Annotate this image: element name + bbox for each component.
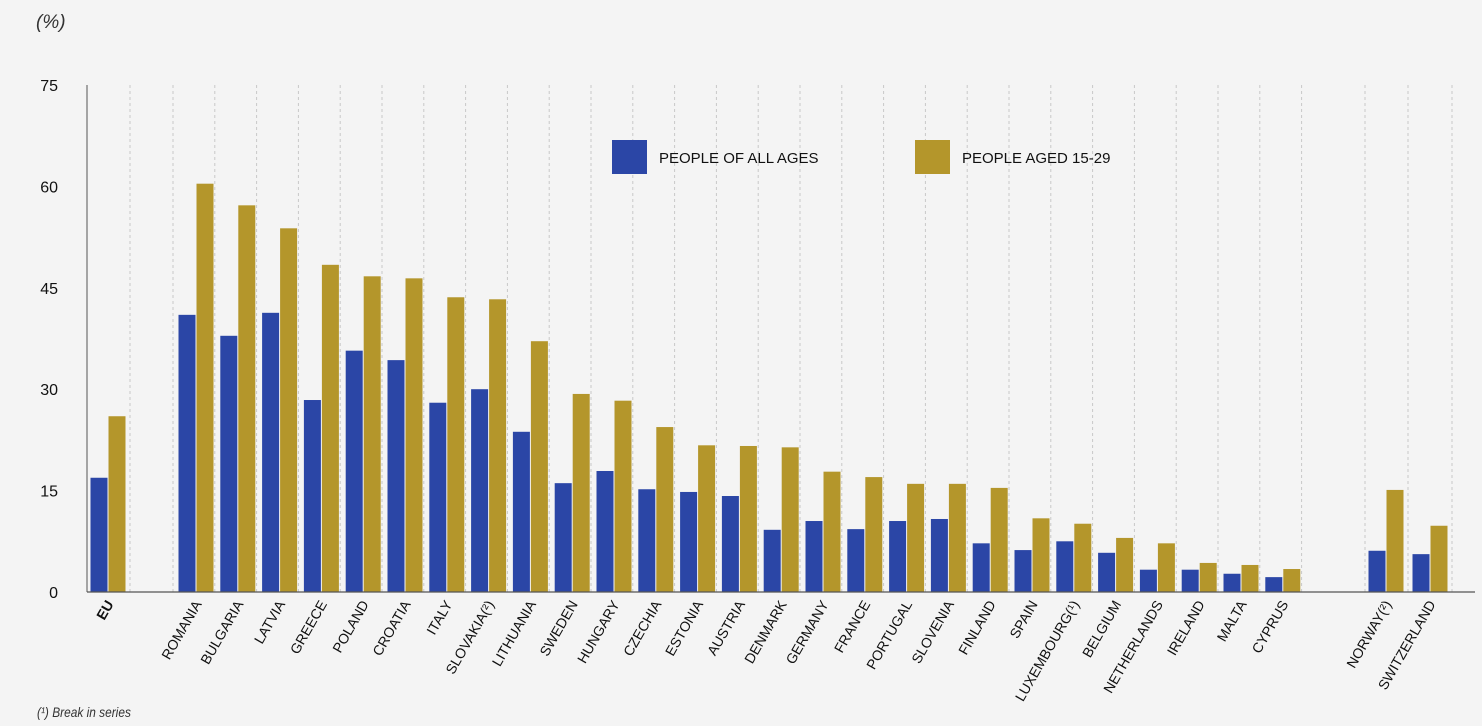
x-tick-label: ESTONIA [662, 597, 707, 659]
bar-aged-15-29 [321, 264, 339, 592]
legend-swatch [915, 140, 950, 174]
bar-aged-15-29 [948, 483, 966, 592]
bar-all-ages [1368, 550, 1386, 592]
bar-all-ages [763, 529, 781, 592]
x-tick-label: CZECHIA [620, 597, 665, 659]
bar-aged-15-29 [1074, 523, 1092, 592]
bar-all-ages [1014, 550, 1032, 592]
x-tick-label: LATVIA [251, 597, 289, 646]
x-tick-label: EU [93, 598, 117, 623]
x-tick-label: SLOVENIA [908, 597, 957, 666]
bar-aged-15-29 [614, 400, 632, 592]
x-tick-label: LITHUANIA [489, 597, 540, 669]
bar-aged-15-29 [1157, 543, 1175, 592]
bar-all-ages [471, 389, 489, 592]
bar-all-ages [1223, 573, 1241, 592]
legend-label: PEOPLE OF ALL AGES [659, 150, 819, 167]
bar-aged-15-29 [489, 299, 507, 592]
x-tick-label: SPAIN [1006, 598, 1040, 641]
y-tick-label: 30 [40, 382, 58, 399]
bar-aged-15-29 [405, 278, 423, 592]
bar-aged-15-29 [1386, 489, 1404, 592]
bar-aged-15-29 [1199, 562, 1217, 592]
bar-all-ages [512, 431, 530, 592]
x-tick-label: FRANCE [831, 598, 874, 656]
bar-all-ages [680, 491, 698, 592]
bar-all-ages [847, 529, 865, 592]
y-tick-label: 45 [40, 281, 58, 298]
bar-all-ages [1056, 541, 1074, 592]
bar-all-ages [1181, 569, 1199, 592]
x-tick-label: AUSTRIA [704, 597, 749, 658]
bar-aged-15-29 [280, 228, 298, 592]
bar-aged-15-29 [1241, 564, 1259, 592]
x-tick-label: BELGIUM [1079, 598, 1124, 661]
bar-all-ages [930, 518, 948, 592]
bar-aged-15-29 [196, 183, 214, 593]
bar-aged-15-29 [447, 297, 465, 592]
bar-all-ages [638, 489, 656, 592]
bar-all-ages [889, 521, 907, 592]
bar-all-ages [220, 335, 238, 592]
bar-all-ages [805, 521, 823, 592]
bar-aged-15-29 [1116, 537, 1134, 592]
bar-aged-15-29 [865, 477, 883, 592]
x-tick-label: HUNGARY [574, 597, 623, 666]
bar-aged-15-29 [656, 427, 674, 592]
x-tick-label: BULGARIA [197, 597, 247, 667]
x-tick-label: SWEDEN [536, 598, 581, 659]
y-tick-label: 60 [40, 179, 58, 196]
x-tick-label: IRELAND [1164, 598, 1208, 659]
legend-swatch [612, 140, 647, 174]
bar-all-ages [178, 314, 196, 592]
bar-aged-15-29 [739, 445, 757, 592]
bar-all-ages [429, 402, 447, 592]
bar-all-ages [972, 543, 990, 592]
bar-all-ages [90, 477, 108, 592]
y-tick-label: 15 [40, 484, 58, 501]
bar-aged-15-29 [1430, 525, 1448, 592]
bar-aged-15-29 [1283, 569, 1301, 592]
x-tick-label: ITALY [423, 597, 456, 637]
bar-all-ages [1139, 569, 1157, 592]
bar-aged-15-29 [698, 445, 716, 592]
bar-aged-15-29 [572, 393, 590, 592]
bar-aged-15-29 [781, 447, 799, 592]
bar-aged-15-29 [108, 416, 126, 592]
bar-all-ages [721, 496, 739, 592]
bar-aged-15-29 [990, 487, 1008, 592]
bar-aged-15-29 [363, 276, 381, 592]
x-tick-label: CROATIA [369, 597, 414, 659]
x-tick-label: DENMARK [741, 597, 790, 666]
x-tick-label: CYPRUS [1248, 598, 1291, 657]
x-tick-label: POLAND [329, 598, 372, 656]
y-unit-label: (%) [36, 12, 66, 33]
legend-label: PEOPLE AGED 15-29 [962, 150, 1110, 167]
y-tick-label: 75 [40, 78, 58, 95]
bar-all-ages [345, 350, 363, 592]
bar-aged-15-29 [823, 471, 841, 592]
x-tick-label: FINLAND [955, 598, 999, 658]
bar-all-ages [303, 400, 321, 592]
x-tick-label: MALTA [1213, 597, 1249, 644]
x-tick-label: GREECE [287, 598, 330, 657]
bar-all-ages [596, 470, 614, 592]
bar-aged-15-29 [530, 341, 548, 592]
bar-all-ages [1412, 554, 1430, 592]
y-tick-label: 0 [49, 585, 58, 602]
bar-aged-15-29 [238, 205, 256, 592]
bar-all-ages [262, 312, 280, 592]
bar-all-ages [1265, 577, 1283, 592]
bar-aged-15-29 [1032, 518, 1050, 592]
x-tick-label: ROMANIA [158, 597, 205, 662]
x-tick-label: GERMANY [782, 597, 832, 667]
bar-all-ages [1098, 552, 1116, 592]
footnote: (¹) Break in series [37, 704, 131, 720]
x-tick-label: NORWAY(²) [1343, 598, 1394, 671]
bar-all-ages [554, 483, 572, 592]
bar-aged-15-29 [907, 483, 925, 592]
bar-all-ages [387, 360, 405, 592]
